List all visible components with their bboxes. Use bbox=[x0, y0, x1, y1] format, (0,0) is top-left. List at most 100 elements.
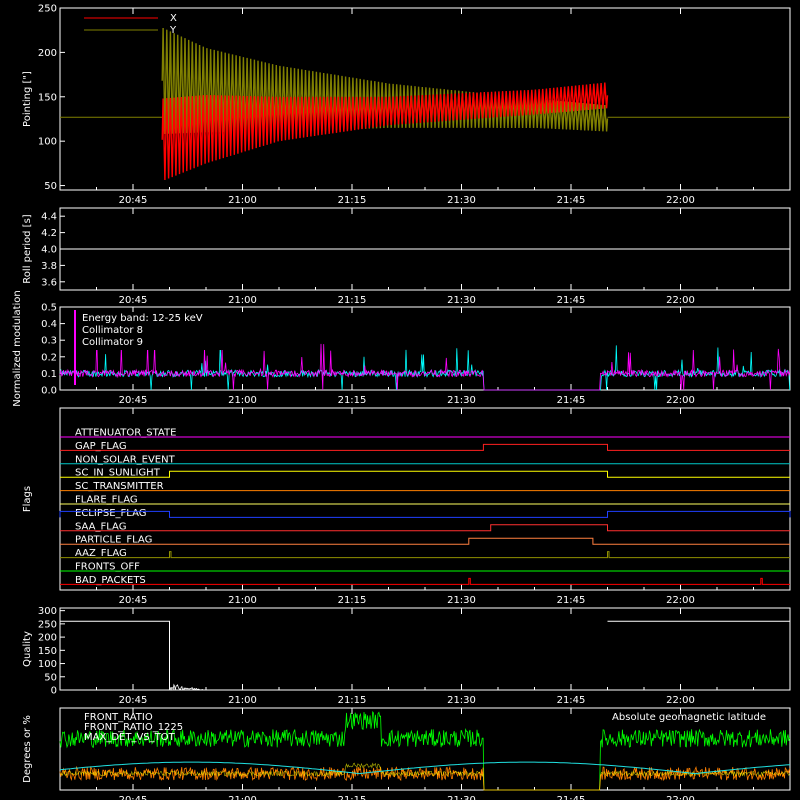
series-front-ratio-1225-line bbox=[59, 710, 791, 791]
flag-label: SAA_FLAG bbox=[75, 521, 126, 532]
y-tick-label: 250 bbox=[38, 619, 57, 630]
legend-title: Energy band: 12-25 keV bbox=[82, 313, 203, 324]
y-tick-label: 0.2 bbox=[41, 352, 57, 363]
panel-2: 20:45 21:00 21:15 21:30 21:45 22:00 Roll perio… bbox=[22, 207, 791, 306]
x-tick-label: 21:45 bbox=[557, 395, 586, 406]
x-tick-label: 21:30 bbox=[447, 295, 476, 306]
x-tick-label: 21:30 bbox=[447, 395, 476, 406]
panel-6: 20:45 21:00 21:15 21:30 21:45 22:00 Degrees or… bbox=[22, 707, 791, 800]
x-tick-label: 21:15 bbox=[338, 395, 367, 406]
y-tick-label: 300 bbox=[38, 606, 57, 617]
legend-label: Collimator 9 bbox=[82, 337, 143, 348]
y-tick-label: 250 bbox=[38, 4, 57, 15]
x-tick-label: 21:45 bbox=[557, 195, 586, 206]
y-axis-label: Quality bbox=[22, 631, 33, 667]
panel-5: 20:45 21:00 21:15 21:30 21:45 22:00 Quality 0 50… bbox=[22, 606, 791, 706]
x-tick-label: 22:00 bbox=[666, 595, 695, 606]
y-tick-label: 0.1 bbox=[41, 369, 57, 380]
flag-label: ECLIPSE_FLAG bbox=[75, 508, 146, 519]
x-tick-label: 20:45 bbox=[119, 595, 148, 606]
x-tick-label: 20:45 bbox=[119, 395, 148, 406]
legend-label: FRONT_RATIO bbox=[84, 712, 153, 723]
y-tick-label: 0 bbox=[51, 686, 57, 697]
legend-label: X bbox=[170, 13, 177, 24]
flag-label: NON_SOLAR_EVENT bbox=[75, 454, 176, 465]
y-axis-label: Pointing ["] bbox=[22, 71, 33, 127]
flag-line bbox=[60, 537, 790, 545]
x-tick-label: 21:30 bbox=[447, 795, 476, 800]
x-tick-label: 21:00 bbox=[228, 395, 257, 406]
series-X-line bbox=[161, 82, 609, 181]
y-tick-label: 0.3 bbox=[41, 336, 57, 347]
y-tick-label: 200 bbox=[38, 48, 57, 59]
x-tick-label: 21:15 bbox=[338, 195, 367, 206]
y-tick-label: 50 bbox=[44, 672, 57, 683]
flag-label: AAZ_FLAG bbox=[75, 548, 127, 559]
legend-label: Absolute geomagnetic latitude bbox=[612, 712, 766, 723]
x-tick-label: 21:45 bbox=[557, 595, 586, 606]
x-tick-label: 22:00 bbox=[666, 695, 695, 706]
y-tick-label: 0.4 bbox=[41, 319, 57, 330]
flag-line bbox=[60, 443, 790, 451]
y-tick-label: 200 bbox=[38, 633, 57, 644]
series-collimator-9-line bbox=[59, 338, 791, 391]
x-tick-label: 21:00 bbox=[228, 595, 257, 606]
y-axis-label: Roll period [s] bbox=[22, 214, 33, 283]
y-axis-label: Normalized modulation bbox=[12, 290, 23, 407]
quality-decay bbox=[169, 683, 206, 691]
y-axis-label: Degrees or % bbox=[22, 715, 33, 783]
flag-line bbox=[60, 577, 790, 585]
y-tick-label: 0.0 bbox=[41, 386, 57, 397]
flag-label: GAP_FLAG bbox=[75, 441, 127, 452]
x-tick-label: 21:30 bbox=[447, 195, 476, 206]
flag-label: FLARE_FLAG bbox=[75, 495, 138, 506]
x-tick-label: 20:45 bbox=[119, 795, 148, 800]
legend-label: Y bbox=[169, 25, 177, 36]
y-tick-label: 150 bbox=[38, 646, 57, 657]
flag-line bbox=[60, 551, 790, 559]
flag-label: SC_IN_SUNLIGHT bbox=[75, 468, 161, 479]
x-tick-label: 21:15 bbox=[338, 295, 367, 306]
x-tick-label: 21:45 bbox=[557, 695, 586, 706]
y-tick-label: 4.2 bbox=[41, 228, 57, 239]
y-tick-label: 4.0 bbox=[41, 245, 57, 256]
y-tick-label: 4.4 bbox=[41, 212, 57, 223]
legend-label: FRONT_RATIO_1225 bbox=[84, 722, 183, 733]
flag-label: PARTICLE_FLAG bbox=[75, 535, 152, 546]
x-tick-label: 21:45 bbox=[557, 295, 586, 306]
y-axis-label: Flags bbox=[22, 486, 33, 512]
flag-line bbox=[59, 510, 791, 518]
x-tick-label: 21:15 bbox=[338, 695, 367, 706]
legend-label: MAX_DET_VS_TOT bbox=[84, 732, 176, 743]
x-tick-label: 20:45 bbox=[119, 295, 148, 306]
x-tick-label: 22:00 bbox=[666, 395, 695, 406]
x-tick-label: 21:45 bbox=[557, 795, 586, 800]
flag-line bbox=[60, 524, 790, 532]
legend-box bbox=[78, 312, 258, 350]
x-tick-label: 21:00 bbox=[228, 795, 257, 800]
panel-4: 20:45 21:00 21:15 21:30 21:45 22:00 Flags ATTEN… bbox=[22, 407, 791, 606]
x-tick-label: 21:00 bbox=[228, 195, 257, 206]
x-tick-label: 21:00 bbox=[228, 695, 257, 706]
flag-label: BAD_PACKETS bbox=[75, 575, 146, 586]
quality-line bbox=[60, 620, 170, 690]
flag-label: ATTENUATOR_STATE bbox=[75, 428, 176, 439]
flag-label: SC_TRANSMITTER bbox=[75, 481, 164, 492]
x-tick-label: 21:00 bbox=[228, 295, 257, 306]
x-tick-label: 21:30 bbox=[447, 595, 476, 606]
y-tick-label: 150 bbox=[38, 92, 57, 103]
series-geomagnetic-latitude-line bbox=[59, 761, 791, 775]
series-front-ratio-line bbox=[59, 762, 790, 791]
x-tick-label: 20:45 bbox=[119, 695, 148, 706]
x-tick-label: 21:15 bbox=[338, 795, 367, 800]
panel-1: 20:45 21:00 21:15 21:30 21:45 22:00 Pointing [… bbox=[22, 4, 791, 206]
flag-label: FRONTS_OFF bbox=[75, 562, 140, 573]
x-tick-label: 20:45 bbox=[119, 195, 148, 206]
y-tick-label: 100 bbox=[38, 659, 57, 670]
x-tick-label: 21:30 bbox=[447, 695, 476, 706]
legend-label: Collimator 8 bbox=[82, 325, 143, 336]
panel-3: 20:45 21:00 21:15 21:30 21:45 22:00 Normalized… bbox=[12, 290, 791, 407]
x-tick-label: 22:00 bbox=[666, 795, 695, 800]
